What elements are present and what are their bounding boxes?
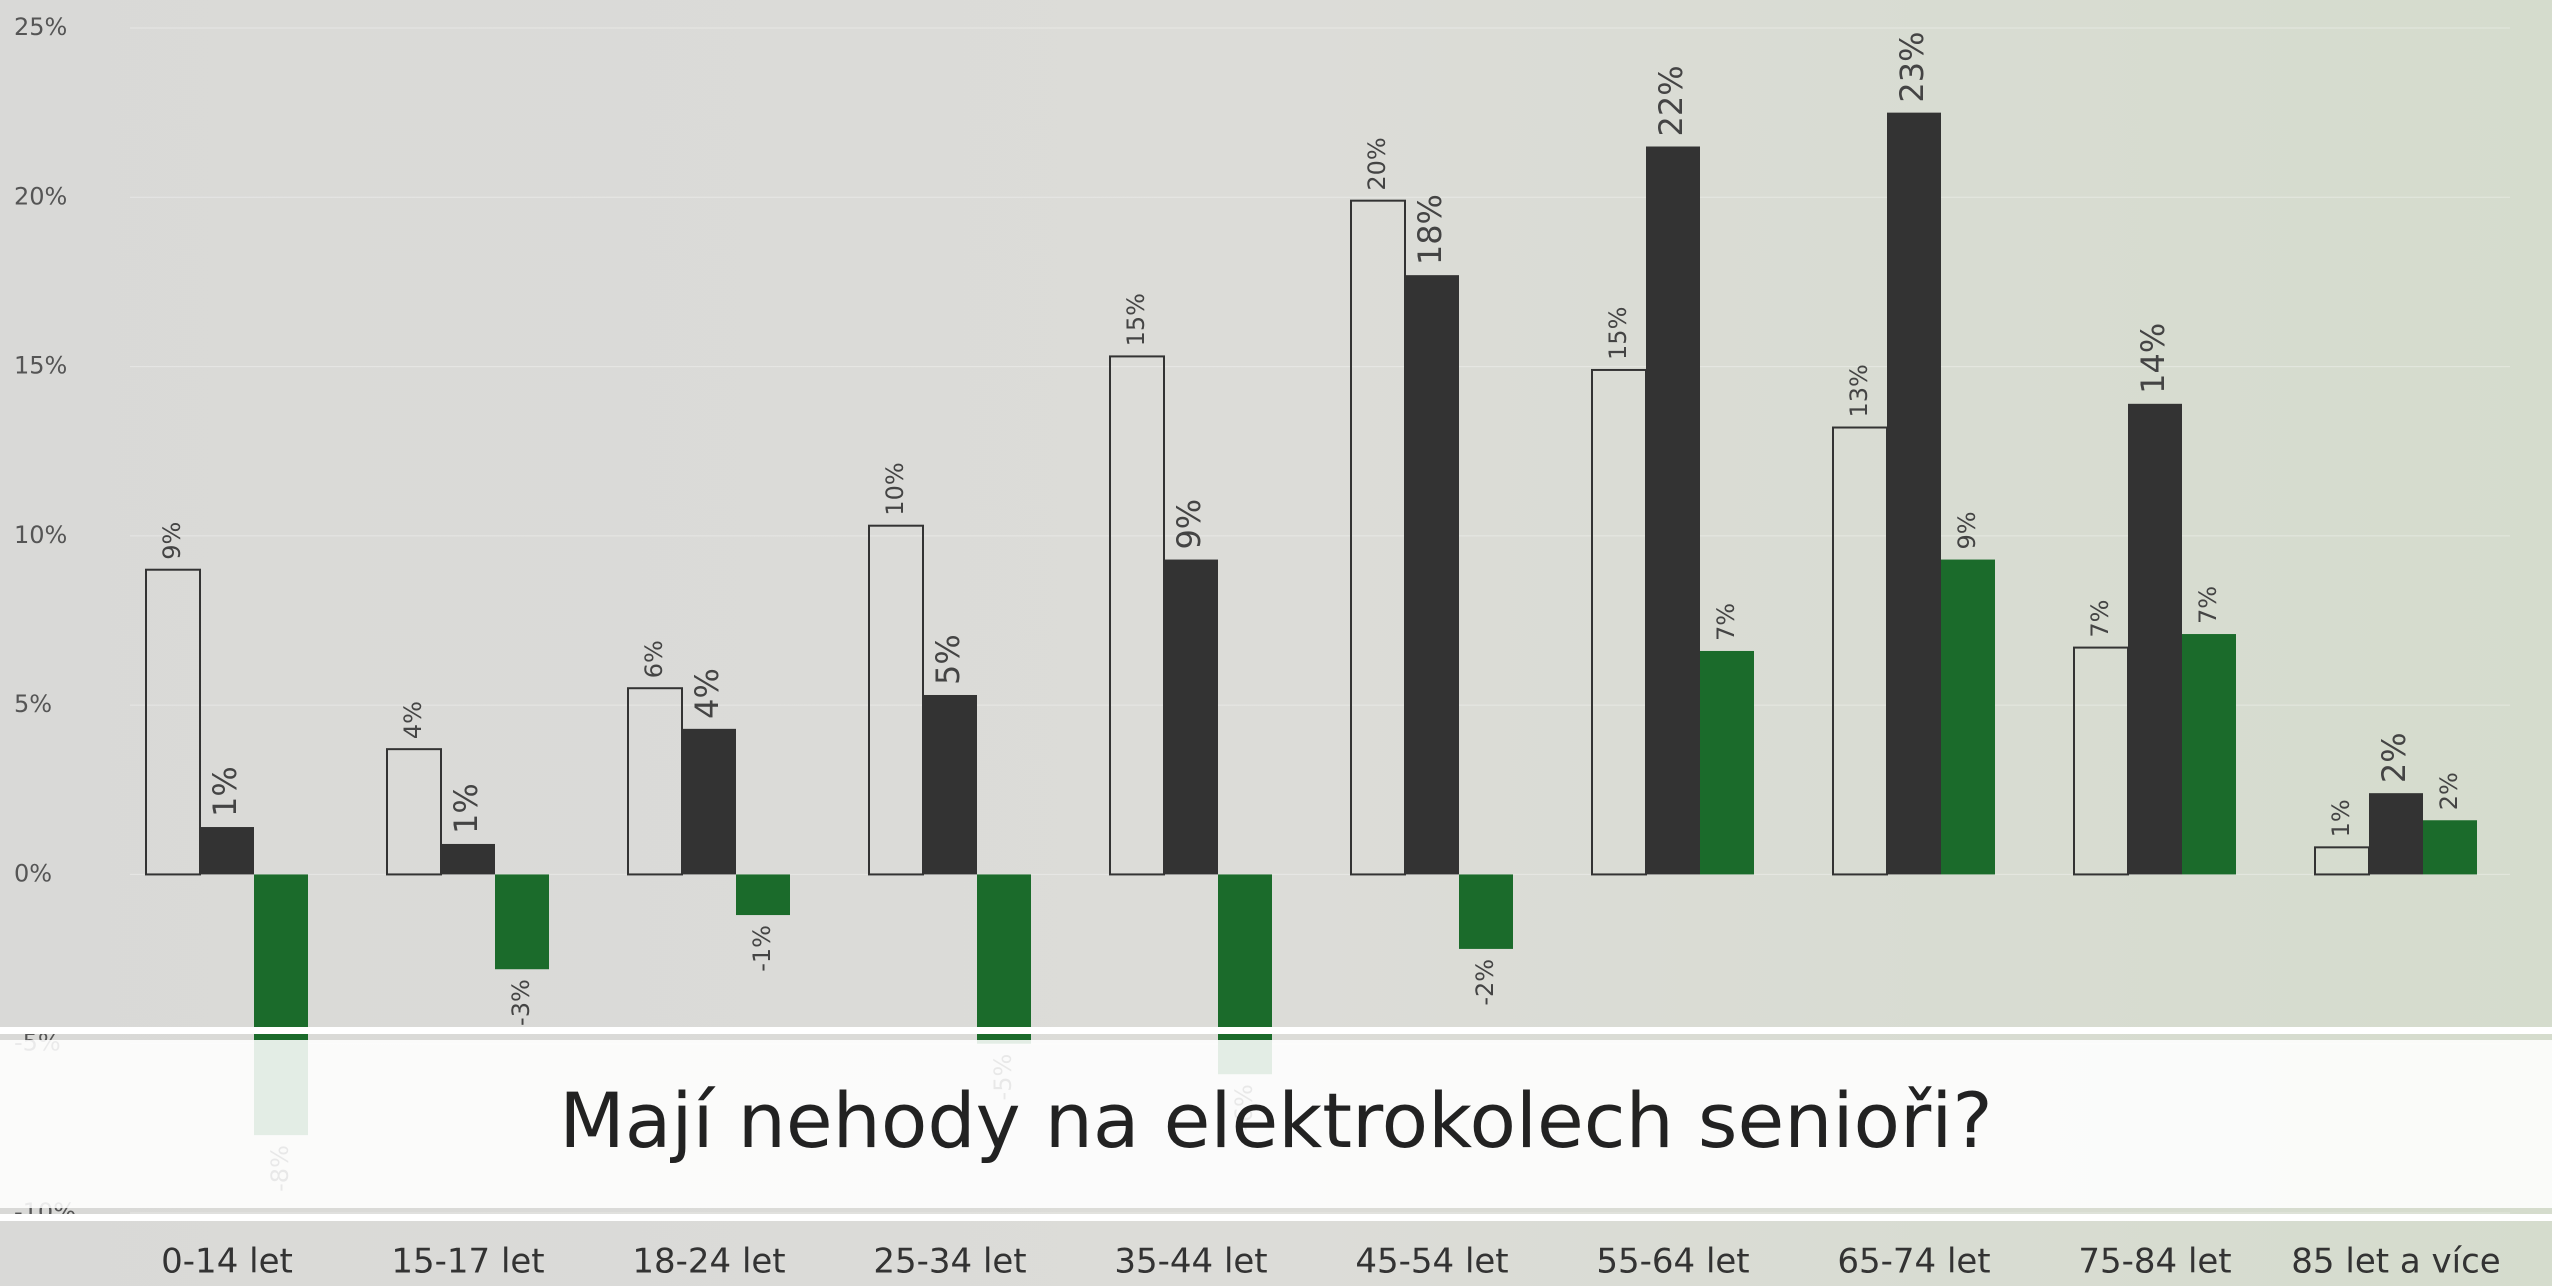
bar: [977, 874, 1031, 1043]
data-label: 1%: [447, 783, 485, 834]
x-tick-label: 25-34 let: [873, 1242, 1026, 1282]
bar: [1887, 113, 1941, 875]
x-tick-label: 85 let a více: [2291, 1242, 2500, 1282]
data-label: 4%: [688, 668, 726, 719]
x-tick-label: 15-17 let: [391, 1242, 544, 1282]
data-label: 4%: [399, 701, 427, 739]
data-label: 23%: [1893, 32, 1931, 103]
bar: [2369, 793, 2423, 874]
bar: [2128, 404, 2182, 875]
data-label: -3%: [507, 979, 535, 1026]
data-label: 18%: [1411, 194, 1449, 265]
y-tick-label: 5%: [14, 690, 52, 718]
bar: [923, 695, 977, 874]
bar: [495, 874, 549, 969]
bar: [736, 874, 790, 915]
data-label: 7%: [2086, 600, 2114, 638]
data-label: -2%: [1471, 959, 1499, 1006]
y-tick-label: 0%: [14, 859, 52, 887]
data-label: 22%: [1652, 65, 1690, 136]
y-tick-label: 20%: [14, 182, 67, 210]
x-tick-label: 18-24 let: [632, 1242, 785, 1282]
bar: [441, 844, 495, 874]
x-tick-label: 55-64 let: [1596, 1242, 1749, 1282]
y-tick-label: 25%: [14, 13, 67, 41]
x-tick-label: 75-84 let: [2078, 1242, 2231, 1282]
data-label: 9%: [1953, 511, 1981, 549]
x-tick-label: 45-54 let: [1355, 1242, 1508, 1282]
data-label: -1%: [748, 925, 776, 972]
bar: [1646, 147, 1700, 875]
x-tick-label: 0-14 let: [161, 1242, 293, 1282]
data-label: 9%: [1170, 499, 1208, 550]
data-label: 10%: [881, 462, 909, 515]
bar: [1459, 874, 1513, 948]
data-label: 14%: [2134, 323, 2172, 394]
data-label: 5%: [929, 634, 967, 685]
data-label: 13%: [1845, 364, 1873, 417]
banner-line: [0, 1214, 2552, 1221]
bar: [2182, 634, 2236, 874]
bar: [1700, 651, 1754, 874]
page: -10%-5%0%5%10%15%20%25%9%1%-8%4%1%-3%6%4…: [0, 0, 2552, 1286]
bar: [1164, 560, 1218, 875]
data-label: 6%: [640, 640, 668, 678]
bar: [2423, 820, 2477, 874]
data-label: 9%: [158, 522, 186, 560]
bar: [1405, 275, 1459, 874]
data-label: 7%: [1712, 603, 1740, 641]
bar: [682, 729, 736, 875]
bar: [200, 827, 254, 874]
x-tick-label: 65-74 let: [1837, 1242, 1990, 1282]
data-label: 2%: [2375, 732, 2413, 783]
data-label: 15%: [1604, 307, 1632, 360]
data-label: 15%: [1122, 293, 1150, 346]
y-tick-label: 10%: [14, 521, 67, 549]
x-tick-label: 35-44 let: [1114, 1242, 1267, 1282]
y-tick-label: 15%: [14, 352, 67, 380]
chart: -10%-5%0%5%10%15%20%25%9%1%-8%4%1%-3%6%4…: [0, 0, 2552, 1286]
data-label: 7%: [2194, 586, 2222, 624]
banner-line: [0, 1027, 2552, 1034]
bar: [1941, 560, 1995, 875]
data-label: 1%: [206, 766, 244, 817]
data-label: 2%: [2435, 772, 2463, 810]
data-label: 20%: [1363, 137, 1391, 190]
data-label: 1%: [2327, 799, 2355, 837]
chart-title: Mají nehody na elektrokolech senioři?: [559, 1076, 1993, 1165]
